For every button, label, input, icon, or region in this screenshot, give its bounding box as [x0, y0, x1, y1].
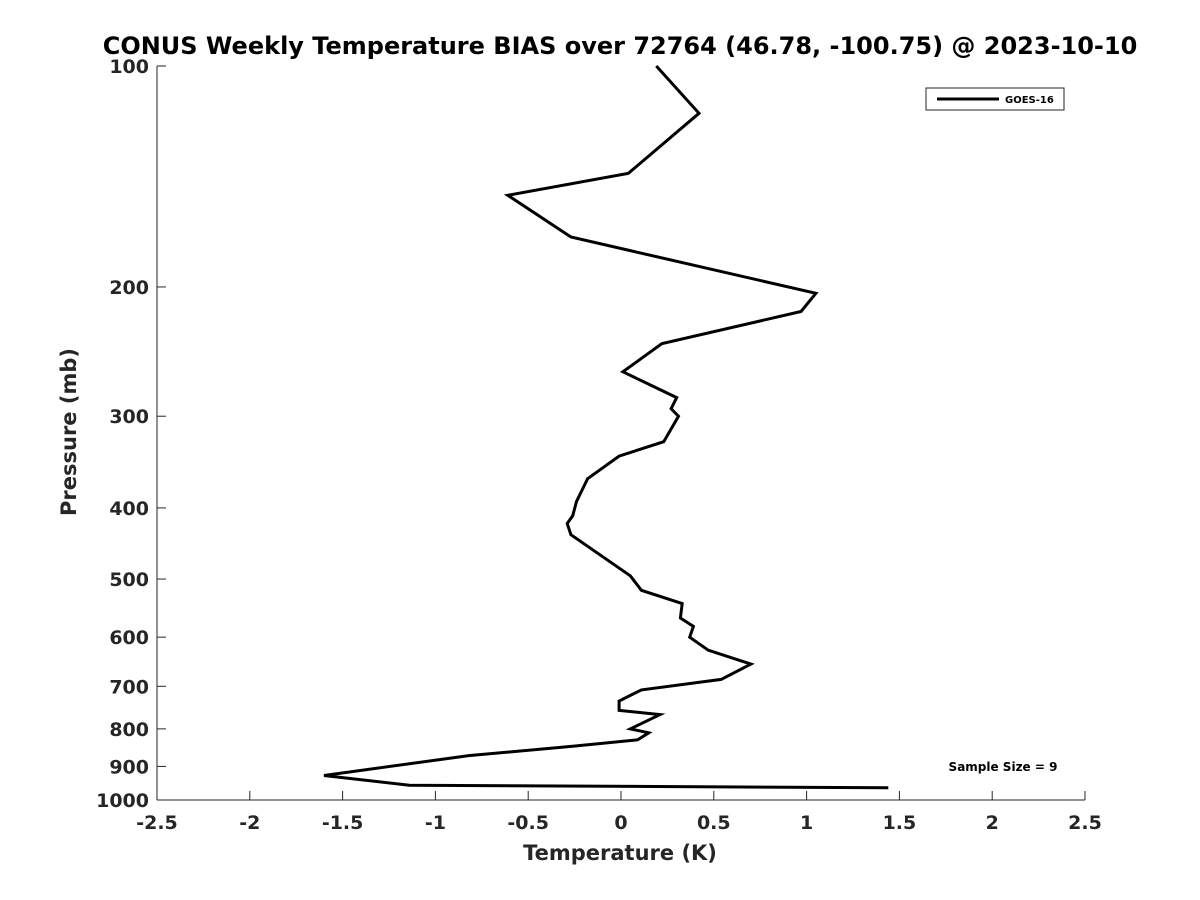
series-line-goes-16 — [323, 64, 889, 790]
x-tick-label: -1 — [425, 812, 446, 834]
x-ticks: -2.5 -2 -1.5 -1 -0.5 0 0.5 1 1.5 2 2.5 — [136, 791, 1102, 834]
legend: GOES-16 — [925, 87, 1065, 111]
series-layer — [323, 64, 889, 790]
x-tick-label: 2.5 — [1068, 812, 1102, 834]
x-tick-label: -0.5 — [507, 812, 549, 834]
y-tick-label: 100 — [109, 56, 149, 78]
y-axis-label: Pressure (mb) — [57, 348, 81, 516]
x-tick-label: 0.5 — [697, 812, 731, 834]
x-tick-label: 1.5 — [883, 812, 917, 834]
y-tick-label: 200 — [109, 277, 149, 299]
y-tick-label: 300 — [109, 406, 149, 428]
x-tick-label: -1.5 — [322, 812, 364, 834]
y-tick-label: 800 — [109, 719, 149, 741]
y-tick-label: 900 — [109, 756, 149, 778]
y-ticks: 100 200 300 400 500 600 700 800 900 1000 — [96, 56, 166, 812]
y-tick-label: 500 — [109, 569, 149, 591]
y-tick-label: 600 — [109, 627, 149, 649]
sample-size-annotation: Sample Size = 9 — [949, 760, 1058, 774]
legend-label-goes-16: GOES-16 — [1005, 95, 1054, 106]
y-tick-label: 400 — [109, 498, 149, 520]
y-tick-label: 700 — [109, 676, 149, 698]
chart-title: CONUS Weekly Temperature BIAS over 72764… — [103, 32, 1138, 60]
x-axis-label: Temperature (K) — [523, 841, 717, 865]
x-tick-label: 2 — [986, 812, 999, 834]
x-tick-label: -2 — [239, 812, 260, 834]
y-tick-label: 1000 — [96, 790, 149, 812]
x-tick-label: -2.5 — [136, 812, 178, 834]
x-tick-label: 0 — [614, 812, 627, 834]
x-tick-label: 1 — [800, 812, 813, 834]
